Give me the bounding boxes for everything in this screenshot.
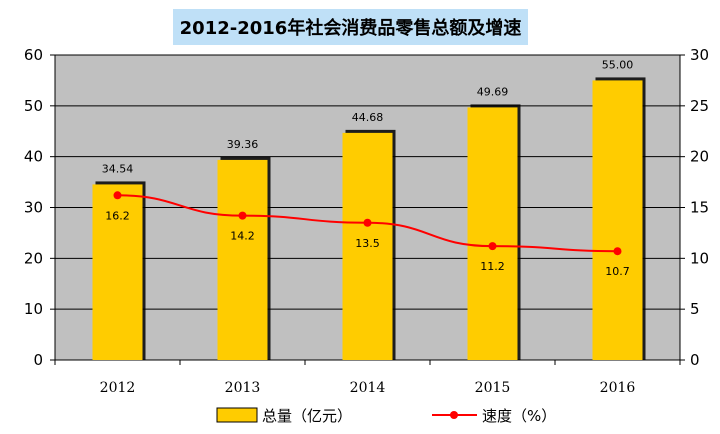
legend-line-label: 速度（%） [482, 407, 556, 425]
speed-marker [238, 211, 247, 220]
left-tick-label: 30 [24, 199, 43, 217]
x-tick-label: 2012 [100, 380, 136, 396]
bar [217, 159, 268, 360]
speed-marker [488, 242, 497, 251]
x-tick-label: 2016 [600, 380, 636, 396]
bar-data-label: 34.54 [102, 162, 134, 175]
bar-data-label: 44.68 [352, 111, 384, 124]
bar [342, 132, 393, 360]
left-tick-label: 0 [33, 351, 43, 369]
right-tick-label: 0 [690, 351, 700, 369]
left-tick-label: 60 [24, 46, 43, 64]
right-tick-label: 20 [690, 148, 709, 166]
right-tick-label: 10 [690, 249, 709, 267]
line-data-label: 13.5 [355, 237, 380, 250]
legend-bar-label: 总量（亿元） [262, 407, 352, 425]
right-tick-label: 5 [690, 300, 700, 318]
line-data-label: 14.2 [230, 230, 255, 243]
right-tick-label: 15 [690, 199, 709, 217]
bar-data-label: 55.00 [602, 58, 634, 71]
x-tick-label: 2014 [350, 380, 386, 396]
left-tick-label: 40 [24, 148, 43, 166]
bar [592, 80, 643, 361]
left-tick-label: 50 [24, 97, 43, 115]
bar-data-label: 49.69 [477, 85, 509, 98]
left-tick-label: 20 [24, 249, 43, 267]
speed-marker [363, 218, 372, 227]
x-tick-label: 2013 [225, 380, 261, 396]
line-data-label: 16.2 [105, 209, 130, 222]
legend-bar-swatch [216, 407, 258, 423]
right-tick-label: 30 [690, 46, 709, 64]
bar-data-label: 39.36 [227, 138, 259, 151]
bar [467, 107, 518, 360]
speed-marker [113, 191, 122, 200]
x-tick-label: 2015 [475, 380, 511, 396]
speed-marker [613, 247, 622, 256]
chart-title: 2012-2016年社会消费品零售总额及增速 [173, 9, 528, 45]
bar [92, 184, 143, 360]
right-tick-label: 25 [690, 97, 709, 115]
line-data-label: 11.2 [480, 260, 505, 273]
legend-line-marker [450, 411, 458, 419]
line-data-label: 10.7 [605, 265, 630, 278]
left-tick-label: 10 [24, 300, 43, 318]
